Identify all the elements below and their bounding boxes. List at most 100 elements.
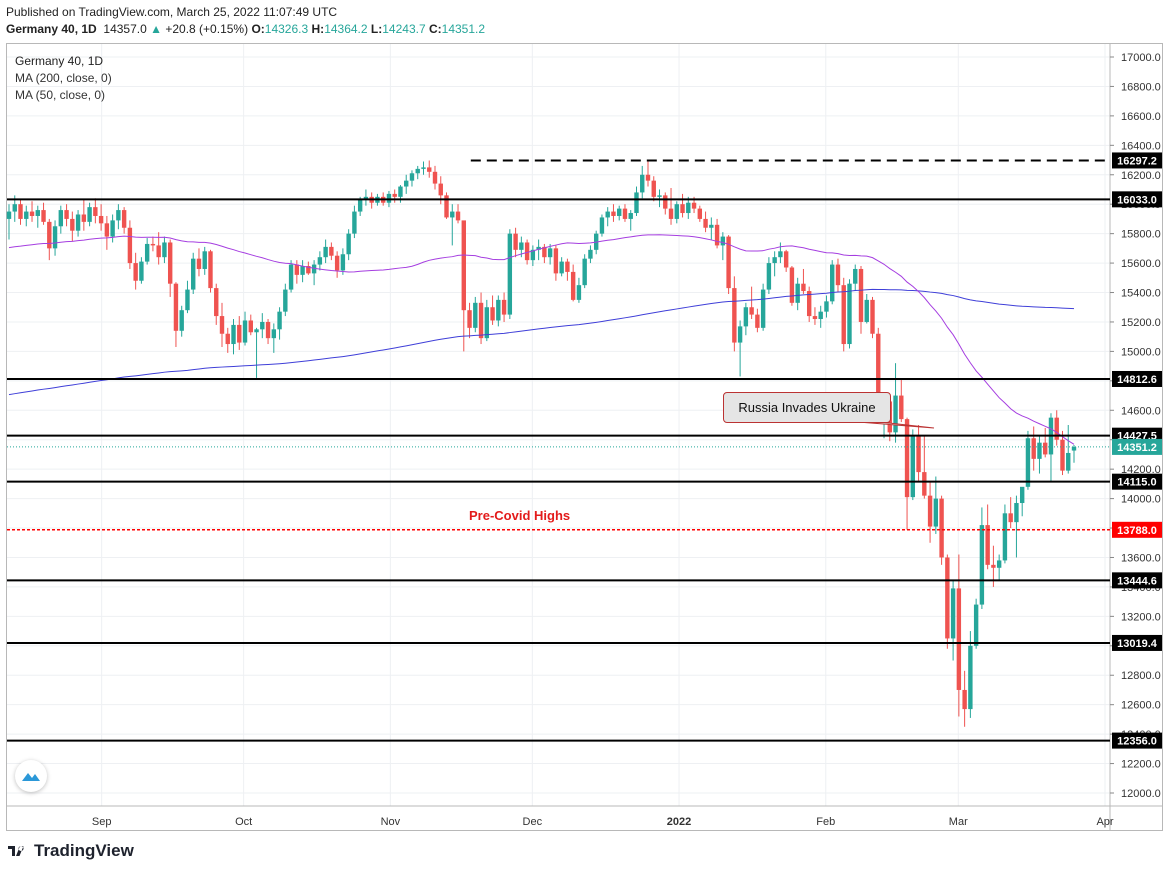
candle-body [991, 564, 996, 568]
candle-body [530, 249, 536, 261]
candle-body [237, 324, 242, 343]
level-label-bg [1112, 370, 1162, 387]
candle-body [945, 557, 950, 639]
candle-body [939, 498, 944, 558]
time-tick-label: 2022 [667, 816, 691, 828]
time-tick-label: Mar [949, 816, 968, 828]
price-tick-label: 16200.0 [1121, 170, 1161, 182]
level-label-13444.6: 13444.6 [1117, 575, 1157, 587]
candle-body [311, 264, 317, 274]
candle-body [553, 248, 559, 274]
candle-body [334, 255, 340, 271]
level-label-bg [1112, 572, 1162, 589]
time-tick-label: Oct [235, 816, 252, 828]
candle-body [847, 283, 852, 345]
candle-body [1025, 438, 1031, 487]
price-change: +20.8 (+0.15%) [165, 22, 249, 36]
candle-body [133, 263, 138, 281]
candle-body [824, 301, 829, 312]
level-label-14812.6: 14812.6 [1117, 374, 1157, 386]
candle-body [576, 285, 582, 300]
candle-body [853, 268, 858, 284]
legend-ma50[interactable]: MA (50, close, 0) [15, 88, 106, 102]
candle-body [162, 242, 167, 258]
close-value: 14351.2 [441, 22, 486, 36]
candle-body [663, 195, 668, 209]
candle-body [830, 264, 835, 302]
candle-body [260, 321, 265, 330]
candle-body [680, 204, 685, 214]
candle-body [409, 173, 415, 181]
candle-body [916, 435, 921, 473]
candle-body [611, 211, 616, 216]
level-label-12356.0: 12356.0 [1117, 736, 1157, 748]
candle-body [75, 214, 81, 231]
candle-body [173, 283, 179, 331]
candle-body [231, 324, 236, 345]
candle-body [605, 211, 610, 218]
candle-body [674, 204, 679, 219]
candle-body [657, 195, 662, 197]
candle-body [478, 302, 484, 339]
candle-body [386, 193, 392, 203]
candle-body [202, 251, 207, 269]
candle-body [277, 311, 282, 330]
candle-body [628, 213, 633, 219]
candle-body [778, 251, 783, 258]
candle-body [864, 299, 869, 322]
candle-body [622, 208, 628, 219]
candle-body [835, 264, 841, 286]
price-tick-label: 12600.0 [1121, 700, 1161, 712]
candle-body [749, 307, 754, 315]
candle-body [415, 168, 420, 174]
candle-body [772, 257, 777, 264]
candle-body [979, 525, 985, 605]
candle-body [922, 472, 927, 496]
candle-body [363, 196, 369, 200]
candle-body [484, 307, 490, 339]
candle-body [41, 210, 46, 222]
candle-body [346, 233, 351, 255]
candle-body [191, 258, 196, 290]
candle-body [121, 210, 127, 228]
candle-body [98, 215, 104, 224]
candle-body [52, 226, 58, 249]
candle-body [743, 307, 749, 327]
high-label: H: [311, 22, 325, 36]
candle-body [720, 236, 726, 246]
candle-body [996, 560, 1002, 568]
tv-cloud-icon [22, 773, 40, 781]
candle-body [70, 218, 75, 231]
candle-body [737, 326, 743, 343]
ma200-line [8, 288, 1075, 396]
candle-body [156, 245, 161, 258]
candle-body [703, 218, 708, 228]
price-tick-label: 14600.0 [1121, 405, 1161, 417]
candle-body [651, 180, 656, 197]
candle-body [732, 288, 737, 343]
level-label-13788.0: 13788.0 [1117, 525, 1157, 537]
candle-body [47, 221, 52, 249]
candle-body [1066, 452, 1071, 471]
candle-body [714, 224, 720, 246]
candle-body [265, 321, 271, 339]
legend-ma200[interactable]: MA (200, close, 0) [15, 71, 112, 85]
candle-body [185, 289, 190, 311]
candle-body [766, 263, 772, 290]
high-value: 14364.2 [324, 22, 368, 36]
low-label: L: [370, 22, 383, 36]
price-tick-label: 15200.0 [1121, 317, 1161, 329]
candle-body [283, 289, 288, 312]
candle-body [323, 246, 328, 258]
price-tick-label: 14000.0 [1121, 494, 1161, 506]
candle-body [524, 242, 530, 261]
candle-body [709, 224, 714, 228]
candle-body [81, 214, 87, 222]
open-value: 14326.3 [264, 22, 309, 36]
candle-body [755, 314, 760, 328]
level-label-16033.0: 16033.0 [1117, 194, 1157, 206]
candle-body [12, 204, 17, 212]
tradingview-logo-button[interactable] [15, 760, 47, 792]
candle-body [93, 207, 98, 216]
